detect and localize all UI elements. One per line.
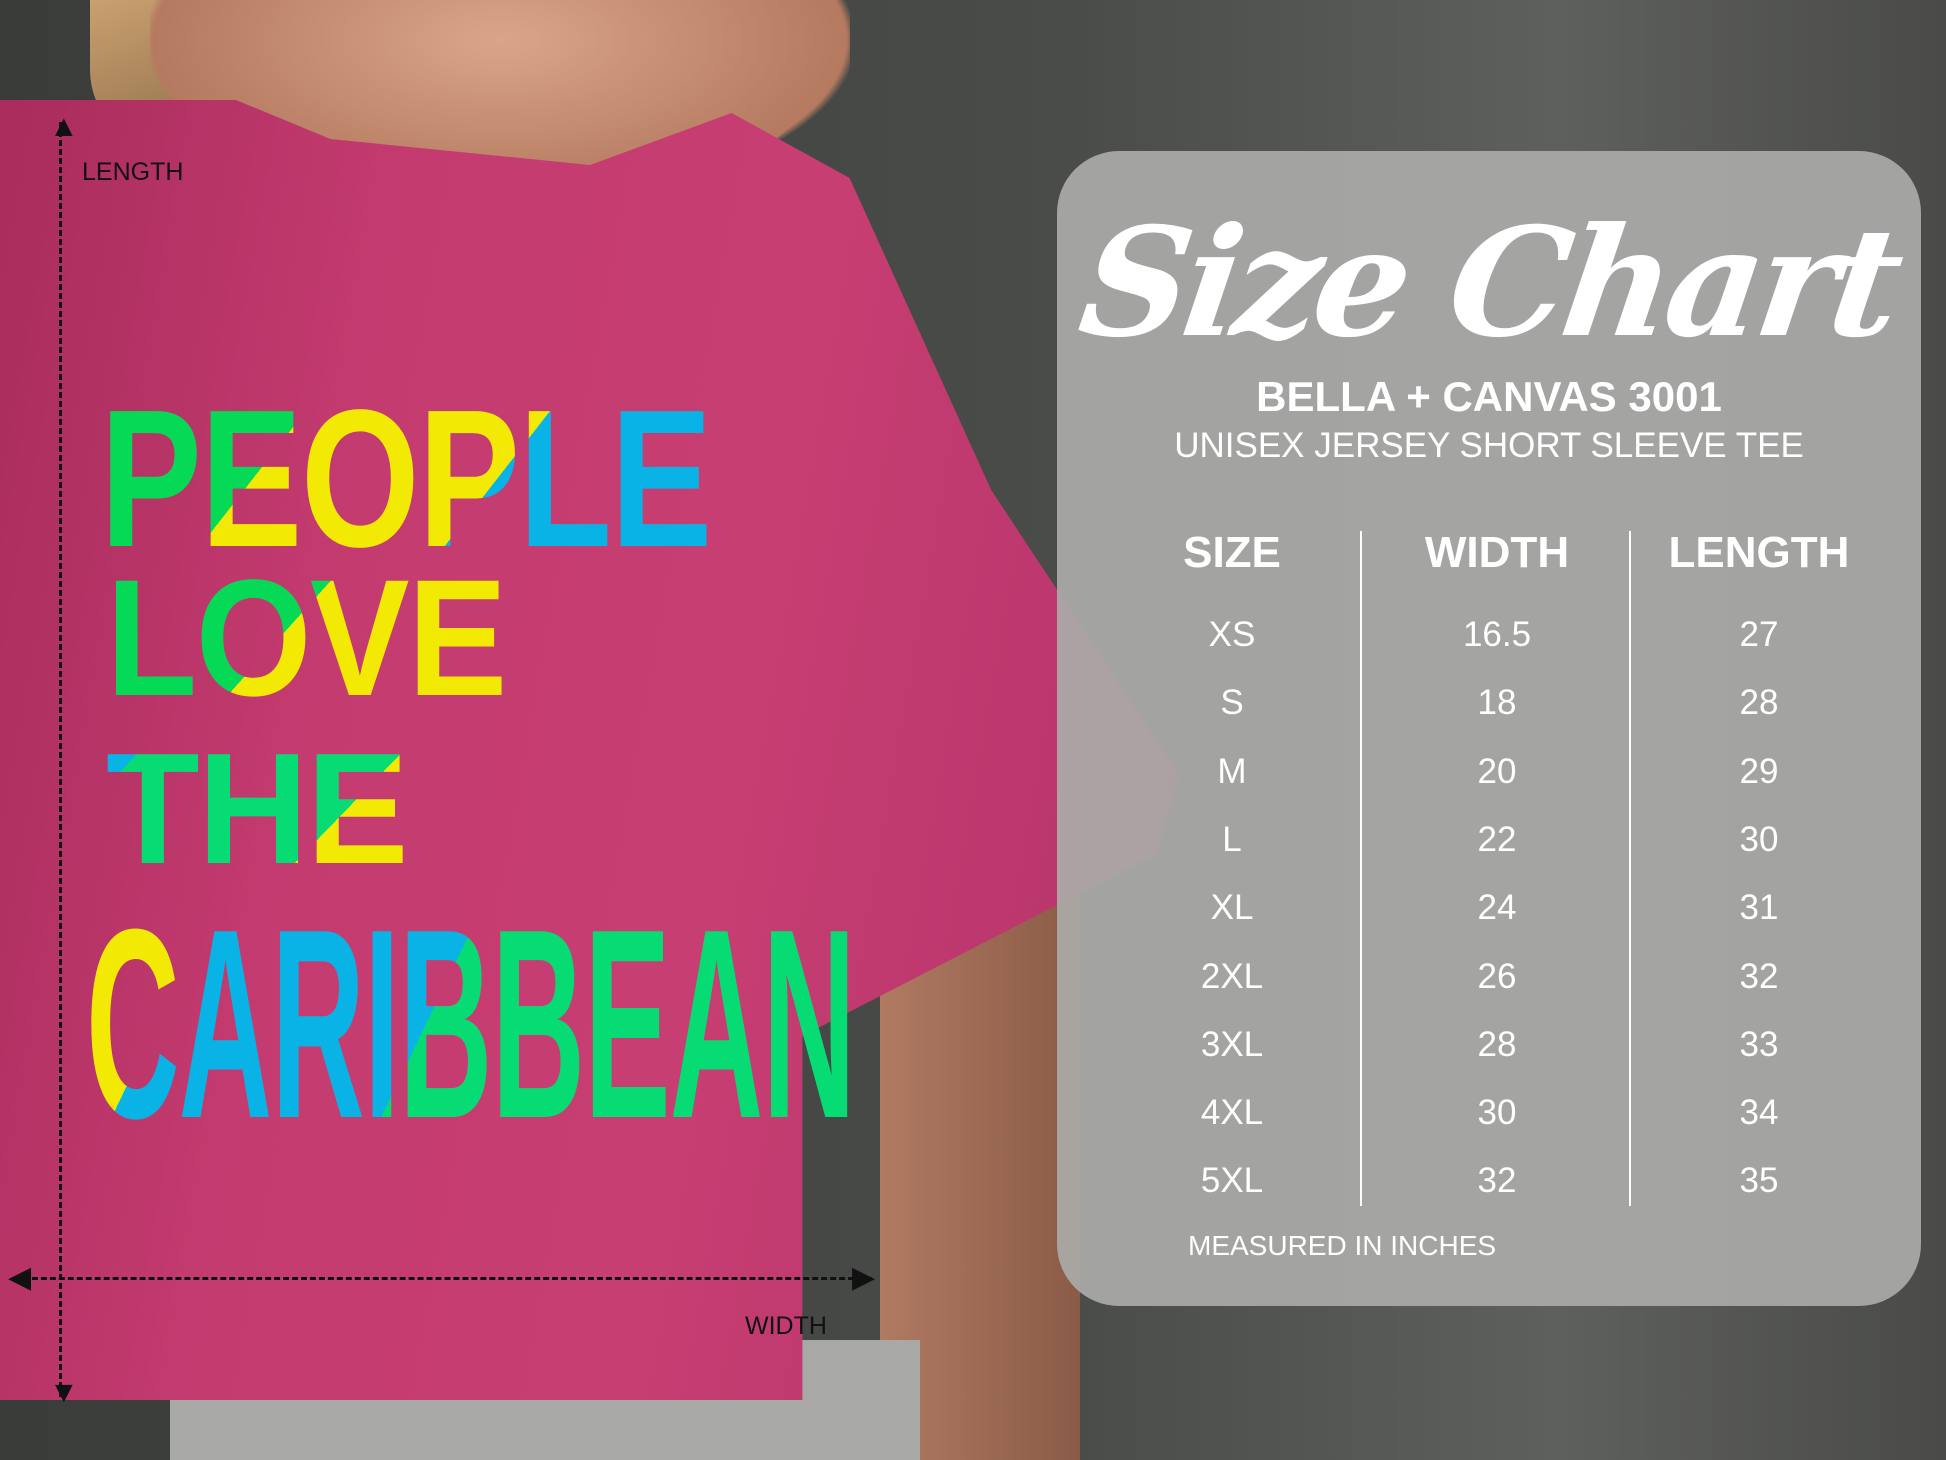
length-cell: 33: [1739, 1024, 1779, 1064]
arrow-up-icon: ▲: [49, 110, 79, 143]
size-chart-panel: [1057, 151, 1921, 1306]
size-cell: 5XL: [1200, 1161, 1264, 1201]
width-cell: 20: [1477, 751, 1517, 791]
header-width: WIDTH: [1424, 528, 1570, 577]
product-subtitle: UNISEX JERSEY SHORT SLEEVE TEE: [1174, 426, 1804, 465]
length-cell: 31: [1739, 888, 1779, 928]
length-cell: 29: [1739, 751, 1779, 791]
size-cell: 4XL: [1200, 1093, 1264, 1133]
size-cell: XL: [1210, 888, 1254, 928]
size-cell: XS: [1208, 615, 1256, 654]
column-divider: [1360, 531, 1362, 1206]
size-chart-title: Size Chart: [1070, 195, 1908, 371]
column-divider: [1629, 531, 1631, 1206]
header-length: LENGTH: [1668, 528, 1850, 577]
brand-model: BELLA + CANVAS 3001: [1256, 373, 1722, 420]
width-measure-line: [14, 1277, 872, 1280]
design-line: CARIBBEAN: [86, 874, 856, 1175]
width-cell: 24: [1477, 888, 1517, 928]
length-cell: 30: [1739, 819, 1779, 859]
arrow-right-icon: ▶: [852, 1261, 876, 1294]
length-measure-line: [59, 122, 62, 1397]
arrow-down-icon: ▼: [49, 1376, 79, 1409]
design-line: PEOPLE: [100, 369, 712, 588]
width-cell: 22: [1477, 819, 1517, 859]
length-cell: 35: [1739, 1161, 1779, 1201]
units-note: MEASURED IN INCHES: [1188, 1230, 1497, 1261]
design-line: LOVE: [106, 546, 507, 731]
size-cell: S: [1220, 683, 1244, 723]
width-cell: 26: [1477, 956, 1517, 996]
width-cell: 28: [1477, 1024, 1517, 1064]
size-cell: M: [1217, 751, 1247, 791]
width-cell: 16.5: [1462, 615, 1532, 654]
length-cell: 27: [1739, 615, 1779, 654]
length-cell: 28: [1739, 683, 1779, 723]
design-line: THE: [106, 721, 409, 897]
width-cell: 30: [1477, 1093, 1517, 1133]
size-cell: 2XL: [1200, 956, 1264, 996]
size-cell: 3XL: [1200, 1024, 1264, 1064]
size-cell: L: [1222, 819, 1242, 859]
length-cell: 32: [1739, 956, 1779, 996]
header-size: SIZE: [1183, 528, 1281, 577]
width-cell: 18: [1477, 683, 1517, 723]
length-label: LENGTH: [82, 158, 184, 186]
width-label: WIDTH: [745, 1312, 827, 1340]
length-cell: 34: [1739, 1093, 1779, 1133]
arrow-left-icon: ◀: [8, 1261, 32, 1294]
width-cell: 32: [1477, 1161, 1517, 1201]
